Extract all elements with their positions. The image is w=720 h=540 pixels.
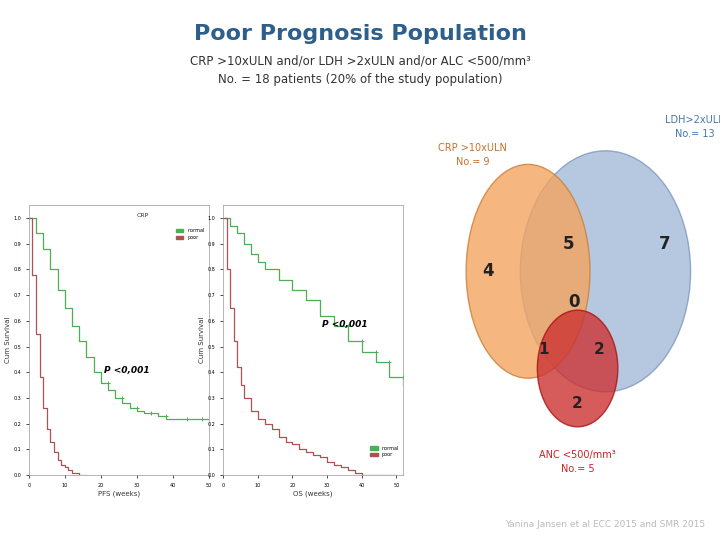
Text: No. = 18 patients (20% of the study population): No. = 18 patients (20% of the study popu… (217, 73, 503, 86)
Text: 7: 7 (659, 235, 670, 253)
Ellipse shape (521, 151, 690, 392)
Text: CRP: CRP (137, 213, 149, 218)
Legend: normal, poor: normal, poor (174, 227, 207, 242)
Text: ANC <500/mm³
No.= 5: ANC <500/mm³ No.= 5 (539, 450, 616, 474)
Legend: normal, poor: normal, poor (369, 444, 401, 459)
Text: Poor Prognosis Population: Poor Prognosis Population (194, 24, 526, 44)
Text: Yanina Jansen et al ECC 2015 and SMR 2015: Yanina Jansen et al ECC 2015 and SMR 201… (505, 520, 706, 529)
X-axis label: PFS (weeks): PFS (weeks) (98, 491, 140, 497)
X-axis label: OS (weeks): OS (weeks) (294, 491, 333, 497)
Text: P <0,001: P <0,001 (104, 366, 150, 375)
Text: P <0,001: P <0,001 (323, 320, 368, 329)
Text: 5: 5 (562, 235, 574, 253)
Y-axis label: Cum Survival: Cum Survival (4, 317, 11, 363)
Text: 0: 0 (569, 293, 580, 312)
Text: 2: 2 (594, 342, 605, 356)
Text: 1: 1 (539, 342, 549, 356)
Text: LDH>2xULN
No.= 13: LDH>2xULN No.= 13 (665, 116, 720, 139)
Text: 2: 2 (572, 396, 583, 411)
Text: CRP >10xULN
No.= 9: CRP >10xULN No.= 9 (438, 143, 507, 167)
Text: CRP >10xULN and/or LDH >2xULN and/or ALC <500/mm³: CRP >10xULN and/or LDH >2xULN and/or ALC… (189, 54, 531, 67)
Y-axis label: Cum Survival: Cum Survival (199, 317, 205, 363)
Ellipse shape (537, 310, 618, 427)
Text: 4: 4 (482, 262, 494, 280)
Ellipse shape (466, 164, 590, 378)
